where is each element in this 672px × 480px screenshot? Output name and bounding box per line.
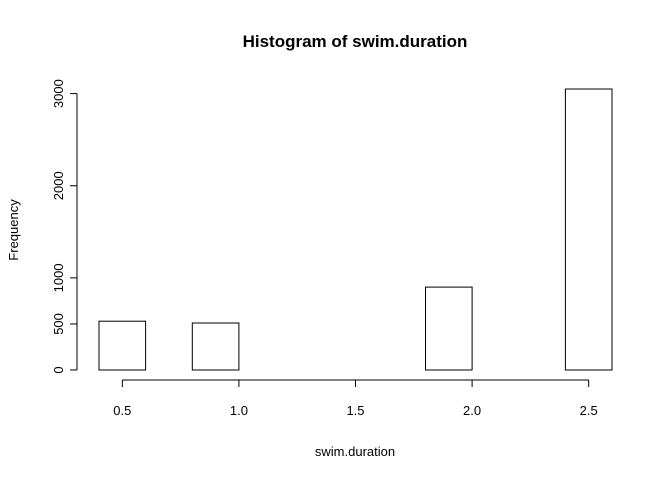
x-tick-label: 2.0 xyxy=(463,403,481,418)
y-tick-label: 3000 xyxy=(51,79,66,108)
x-axis: 0.5 1.0 1.5 2.0 2.5 xyxy=(113,379,598,418)
x-tick-label: 1.5 xyxy=(346,403,364,418)
bars-group xyxy=(98,88,613,371)
histogram-bar-1 xyxy=(98,320,147,371)
y-tick-label: 500 xyxy=(51,313,66,335)
y-axis-label: Frequency xyxy=(6,199,21,261)
x-tick-label: 0.5 xyxy=(113,403,131,418)
x-tick-label: 2.5 xyxy=(580,403,598,418)
x-axis-label: swim.duration xyxy=(315,444,395,459)
y-axis: 0 500 1000 2000 3000 xyxy=(51,79,78,374)
y-tick-label: 1000 xyxy=(51,263,66,292)
y-tick-label: 2000 xyxy=(51,171,66,200)
histogram-bar-2 xyxy=(191,322,240,371)
y-tick-label: 0 xyxy=(51,366,66,373)
histogram-bar-4 xyxy=(564,88,613,371)
x-tick-label: 1.0 xyxy=(230,403,248,418)
histogram-bar-3 xyxy=(425,286,473,371)
chart-title: Histogram of swim.duration xyxy=(243,32,468,51)
